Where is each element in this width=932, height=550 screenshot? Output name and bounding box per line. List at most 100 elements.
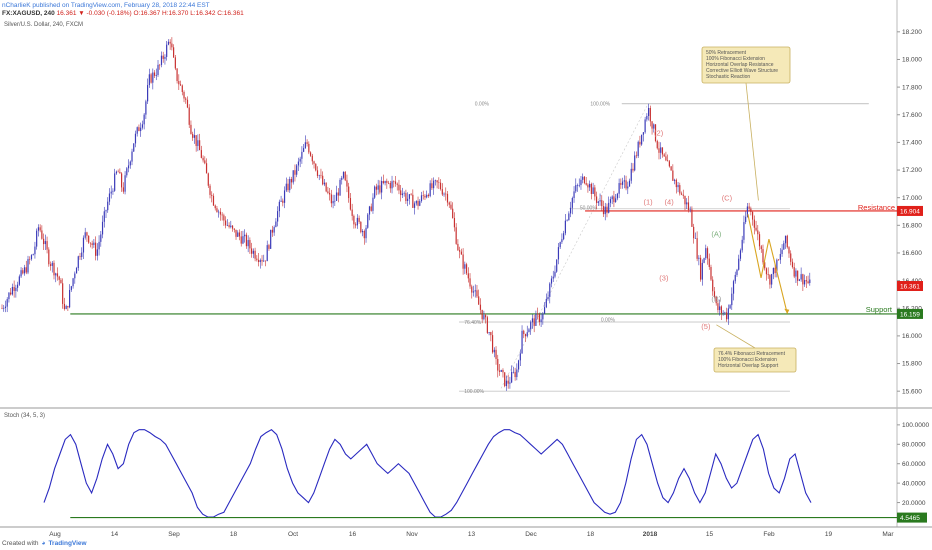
candle-body bbox=[476, 290, 478, 297]
candle-body bbox=[367, 214, 369, 228]
candle-body bbox=[178, 81, 180, 85]
candle-body bbox=[561, 239, 563, 243]
time-tick-label: Nov bbox=[406, 531, 418, 538]
fib-label: 50.00% bbox=[580, 206, 598, 212]
candle-body bbox=[609, 199, 612, 203]
candle-body bbox=[439, 182, 442, 190]
author-link[interactable]: nCharlieK published on TradingView.com, … bbox=[2, 2, 210, 9]
candle-body bbox=[771, 274, 773, 285]
candle-body bbox=[188, 107, 190, 125]
candle-body bbox=[769, 275, 771, 285]
candle-body bbox=[138, 127, 140, 132]
support-price-tag bbox=[897, 308, 923, 319]
candle-body bbox=[74, 273, 76, 279]
candle-body bbox=[382, 181, 384, 184]
candle-body bbox=[672, 170, 674, 181]
candle-body bbox=[407, 198, 409, 201]
candle-body bbox=[361, 231, 364, 233]
candle-body bbox=[282, 200, 284, 203]
candle-body bbox=[599, 200, 601, 202]
time-tick-label: Aug bbox=[49, 531, 61, 538]
candle-body bbox=[445, 193, 447, 195]
fib-label: 100.00% bbox=[464, 389, 484, 395]
candle-body bbox=[419, 201, 421, 206]
candle-body bbox=[732, 281, 735, 294]
candle-body bbox=[86, 232, 88, 236]
candle-body bbox=[211, 194, 213, 196]
candle-body bbox=[199, 140, 201, 151]
candle-body bbox=[621, 181, 624, 185]
candle-body bbox=[450, 204, 452, 209]
candle-body bbox=[779, 253, 781, 260]
candle-body bbox=[758, 234, 761, 247]
candle-body bbox=[46, 241, 48, 250]
candle-body bbox=[226, 225, 228, 226]
candle-body bbox=[509, 382, 511, 384]
candle-body bbox=[552, 276, 554, 279]
candle-body bbox=[261, 260, 263, 262]
candle-body bbox=[698, 257, 700, 259]
candle-body bbox=[805, 280, 807, 282]
candle-body bbox=[495, 349, 497, 359]
candle-body bbox=[606, 206, 608, 213]
candle-body bbox=[240, 236, 242, 244]
candle-body bbox=[767, 274, 769, 276]
candle-body bbox=[635, 155, 638, 157]
candle-body bbox=[647, 107, 650, 116]
candle-body bbox=[712, 279, 714, 292]
candle-body bbox=[748, 206, 750, 209]
candle-body bbox=[791, 261, 794, 268]
candle-body bbox=[185, 98, 187, 100]
candle-body bbox=[459, 250, 461, 252]
wave-label: (5) bbox=[701, 322, 711, 331]
candle-body bbox=[472, 291, 475, 293]
candle-body bbox=[186, 99, 189, 108]
candle-body bbox=[431, 183, 433, 189]
candle-body bbox=[346, 180, 348, 187]
candle-body bbox=[256, 258, 258, 260]
candle-body bbox=[114, 173, 116, 191]
candle-body bbox=[519, 353, 521, 361]
candle-body bbox=[110, 191, 112, 194]
candle-body bbox=[166, 44, 168, 57]
candle-body bbox=[673, 179, 676, 181]
quote-values: 16.361 ▼ -0.030 (-0.18%) O:16.367 H:16.3… bbox=[56, 10, 244, 17]
candle-body bbox=[169, 41, 171, 44]
time-tick-label: 18 bbox=[230, 531, 238, 538]
candle-body bbox=[23, 267, 26, 274]
candle-body bbox=[204, 160, 206, 164]
candle-body bbox=[585, 183, 587, 185]
candle-body bbox=[49, 264, 52, 266]
time-tick-label: 16 bbox=[349, 531, 357, 538]
candle-body bbox=[384, 180, 386, 184]
candle-body bbox=[705, 248, 707, 259]
candle-body bbox=[365, 227, 367, 239]
candle-body bbox=[464, 264, 466, 269]
candle-body bbox=[67, 305, 69, 308]
candle-body bbox=[807, 281, 809, 283]
candle-body bbox=[719, 306, 721, 311]
stoch-tick-label: 40.0000 bbox=[902, 480, 926, 487]
tradingview-brand[interactable]: TradingView bbox=[48, 540, 87, 547]
resistance-callout-line: 50% Retracement bbox=[706, 50, 747, 56]
candle-body bbox=[507, 380, 509, 384]
candle-body bbox=[568, 213, 570, 221]
candle-body bbox=[722, 312, 724, 314]
candle-body bbox=[490, 332, 492, 336]
symbol-label[interactable]: FX:XAGUSD, 240 bbox=[2, 10, 55, 17]
candle-body bbox=[355, 224, 357, 226]
candle-body bbox=[424, 195, 426, 198]
candle-body bbox=[790, 253, 792, 262]
support-callout-pointer bbox=[716, 324, 756, 349]
candle-body bbox=[171, 43, 173, 48]
candle-body bbox=[278, 201, 280, 212]
candle-body bbox=[630, 168, 632, 181]
support-label: Support bbox=[866, 305, 893, 314]
candle-body bbox=[396, 183, 398, 185]
candle-body bbox=[575, 185, 577, 192]
candle-body bbox=[4, 306, 7, 309]
candle-body bbox=[308, 143, 310, 153]
candle-body bbox=[663, 154, 665, 157]
candle-body bbox=[394, 181, 397, 184]
